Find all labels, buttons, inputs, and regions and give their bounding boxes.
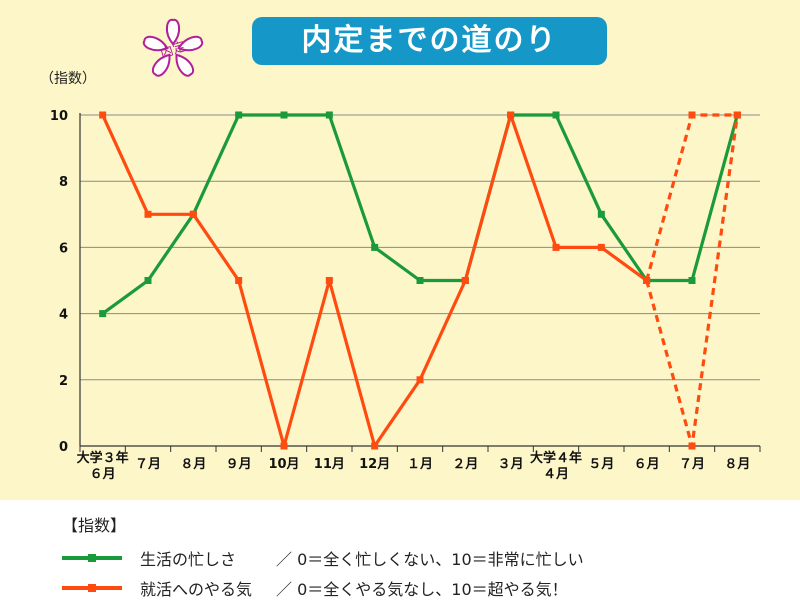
data-point-marker [280, 111, 288, 119]
data-point-marker [325, 277, 333, 284]
x-tick-label: ８月 [724, 457, 750, 472]
data-point-marker [552, 243, 560, 251]
y-tick-label: 8 [59, 175, 68, 190]
sakura-stamp-icon: 内定 [142, 18, 204, 77]
legend-description: ／ 0＝全くやる気なし、10＝超やる気！ [276, 580, 568, 599]
data-point-marker [144, 210, 152, 218]
y-tick-label: 4 [59, 308, 68, 323]
stamp-text: 内定 [158, 38, 188, 61]
grid-lines [80, 114, 760, 381]
x-tick-label: 大学４年４月 [530, 450, 582, 482]
x-tick-label: 11月 [314, 457, 345, 472]
axes [79, 113, 761, 452]
legend-name: 生活の忙しさ [140, 550, 237, 569]
y-axis-unit: （指数） [40, 71, 96, 87]
data-point-marker [325, 111, 333, 119]
data-point-marker [416, 376, 424, 384]
legend-item-motivation: 就活へのやる気 ／ 0＝全くやる気なし、10＝超やる気！ [62, 576, 584, 600]
legend: 【指数】 生活の忙しさ ／ 0＝全く忙しくない、10＝非常に忙しい 就活へのやる… [62, 512, 584, 606]
y-tick-label: 0 [59, 440, 68, 455]
data-point-marker [507, 111, 515, 119]
legend-swatch-busyness [62, 546, 122, 570]
data-point-marker [688, 277, 696, 284]
data-point-marker [235, 111, 243, 119]
data-point-marker [235, 277, 243, 284]
x-tick-labels: 大学３年６月 ７月 ８月 ９月 10月 11月 12月 １月 ２月 ３月 大学４年４月 ５月 ６月 ７月 ８… [77, 450, 751, 482]
series-line-branch [645, 113, 738, 281]
data-point-marker [552, 111, 560, 119]
data-point-marker [99, 111, 107, 119]
data-point-marker [461, 277, 469, 284]
legend-heading: 【指数】 [62, 516, 127, 535]
data-point-marker [597, 243, 605, 251]
x-tick-label: ９月 [226, 457, 252, 472]
x-tick-label: ２月 [452, 457, 478, 472]
page-title: 内定までの道のり [252, 17, 607, 65]
data-point-marker [643, 277, 651, 284]
y-tick-label: 10 [50, 109, 68, 124]
x-tick-label: ８月 [180, 457, 206, 472]
x-tick-label: ５月 [588, 457, 614, 472]
legend-description: ／ 0＝全く忙しくない、10＝非常に忙しい [276, 550, 584, 569]
data-point-marker [733, 111, 741, 119]
chart-panel [0, 0, 800, 500]
y-tick-label: 2 [59, 374, 68, 389]
data-point-marker [280, 442, 288, 450]
x-tick-label: ７月 [135, 457, 161, 472]
x-tick-label: ３月 [498, 457, 524, 472]
data-point-marker [688, 111, 696, 119]
data-point-marker [371, 243, 379, 251]
legend-swatch-motivation [62, 576, 122, 600]
y-tick-labels: 0 2 4 6 8 10 [50, 109, 68, 455]
x-tick-label: ７月 [679, 457, 705, 472]
legend-item-busyness: 生活の忙しさ ／ 0＝全く忙しくない、10＝非常に忙しい [62, 546, 584, 570]
data-point-marker [371, 442, 379, 450]
legend-name: 就活へのやる気 [140, 580, 253, 599]
x-tick-label: 10月 [268, 457, 299, 472]
data-point-marker [189, 210, 197, 218]
y-tick-label: 6 [59, 241, 68, 256]
x-tick-label: 大学３年６月 [77, 450, 129, 482]
line-chart: 0 2 4 6 8 10 大学３年６月 ７月 ８月 ９月 10月 11月 12月 １月 ２月 ３月 大学４年４… [50, 109, 761, 482]
x-tick-label: 12月 [359, 457, 390, 472]
data-point-marker [597, 210, 605, 218]
data-point-marker [144, 277, 152, 284]
data-point-marker [688, 442, 696, 450]
data-point-marker [416, 277, 424, 284]
x-tick-label: １月 [407, 457, 433, 472]
x-tick-label: ６月 [634, 457, 660, 472]
data-point-marker [99, 310, 107, 318]
series-lines [99, 111, 741, 450]
series-line [101, 113, 648, 448]
